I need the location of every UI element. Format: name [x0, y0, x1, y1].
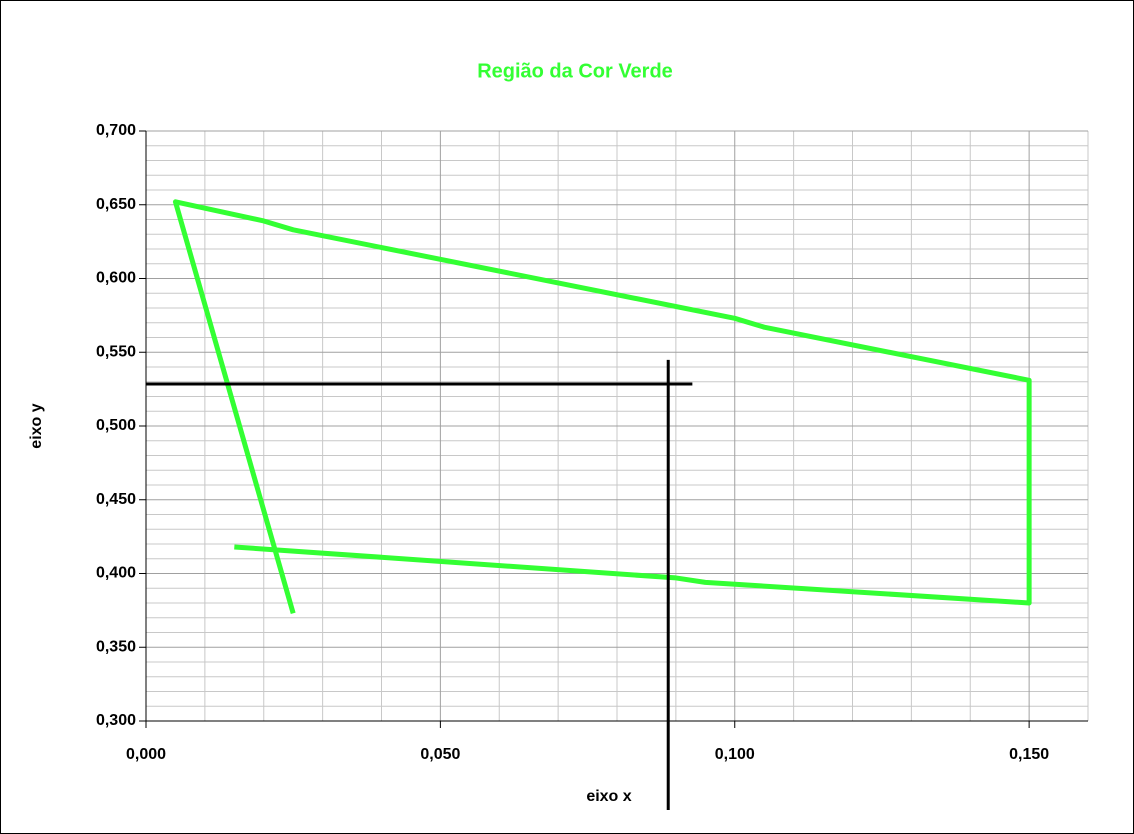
y-tick-label: 0,350: [96, 638, 136, 655]
y-tick-label: 0,550: [96, 343, 136, 360]
chart-title: Região da Cor Verde: [477, 60, 673, 82]
y-tick-label: 0,450: [96, 491, 136, 508]
y-tick-label: 0,650: [96, 196, 136, 213]
x-tick-label: 0,150: [1009, 746, 1049, 763]
data-line: [172, 199, 1032, 615]
x-tick-label: 0,100: [715, 746, 755, 763]
y-tick-label: 0,600: [96, 270, 136, 287]
y-tick-label: 0,400: [96, 565, 136, 582]
y-axis-label: eixo y: [28, 403, 45, 448]
y-tick-label: 0,500: [96, 417, 136, 434]
y-tick-label: 0,700: [96, 122, 136, 139]
x-tick-label: 0,050: [420, 746, 460, 763]
x-tick-label: 0,000: [126, 746, 166, 763]
x-axis-label: eixo x: [586, 788, 631, 805]
y-tick-label: 0,300: [96, 712, 136, 729]
